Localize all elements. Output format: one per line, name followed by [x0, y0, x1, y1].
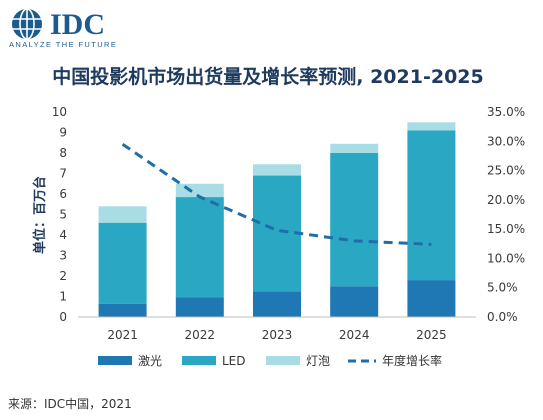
y2-tick-label: 35.0% — [487, 105, 525, 119]
globe-icon — [12, 8, 42, 40]
bar-segment-灯泡 — [407, 122, 456, 131]
x-tick-label: 2024 — [339, 328, 370, 342]
y-tick-label: 8 — [59, 146, 67, 160]
y2-tick-label: 30.0% — [487, 134, 525, 148]
y2-tick-label: 0.0% — [487, 310, 518, 324]
bar-segment-激光 — [330, 286, 379, 317]
legend-label: 激光 — [138, 354, 162, 368]
y-tick-label: 5 — [59, 208, 67, 222]
source-note: 来源：IDC中国，2021 — [8, 396, 132, 411]
x-tick-label: 2022 — [185, 328, 216, 342]
bar-segment-灯泡 — [253, 164, 301, 176]
y2-tick-label: 10.0% — [487, 251, 525, 265]
growth-rate-line — [121, 142, 432, 246]
plot-area: 0 1 2 3 4 5 6 7 8 9 10 0.0% 5.0% 10.0% 15.0% 20.0% 25.0%… — [52, 105, 525, 342]
y-tick-label: 0 — [59, 310, 67, 324]
logo-brand: IDC — [50, 8, 105, 41]
bar-segment-激光 — [407, 280, 456, 317]
legend-label: 灯泡 — [306, 354, 330, 368]
y2-tick-label: 5.0% — [487, 281, 518, 295]
bar-segment-激光 — [253, 291, 301, 317]
legend-swatch — [266, 356, 300, 365]
y2-tick-label: 20.0% — [487, 193, 525, 207]
x-tick-label: 2021 — [107, 328, 138, 342]
y-tick-label: 3 — [59, 249, 67, 263]
legend-label: 年度增长率 — [382, 353, 442, 368]
y-tick-label: 1 — [59, 290, 67, 304]
legend-label: LED — [222, 354, 246, 368]
idc-logo: IDC ANALYZE THE FUTURE — [9, 8, 117, 49]
legend-swatch — [182, 356, 216, 365]
legend: 激光 LED 灯泡 年度增长率 — [98, 353, 442, 368]
y-tick-label: 6 — [59, 187, 67, 201]
x-tick-label: 2023 — [262, 328, 293, 342]
bar-segment-LED — [330, 153, 379, 287]
bar-segment-LED — [407, 130, 456, 281]
y-tick-label: 9 — [59, 126, 67, 140]
y-tick-label: 7 — [59, 167, 67, 181]
bar-segment-LED — [253, 175, 301, 292]
bar-segment-激光 — [98, 303, 147, 317]
legend-swatch — [98, 356, 132, 365]
bar-segment-灯泡 — [330, 143, 379, 153]
chart-title: 中国投影机市场出货量及增长率预测, 2021-2025 — [52, 65, 483, 88]
y2-tick-label: 15.0% — [487, 222, 525, 236]
bar-segment-灯泡 — [98, 206, 147, 223]
bar-segment-灯泡 — [175, 183, 224, 198]
bar-segment-激光 — [175, 297, 224, 317]
bar-segment-LED — [175, 197, 224, 298]
logo-tagline: ANALYZE THE FUTURE — [9, 40, 117, 49]
x-tick-label: 2025 — [416, 328, 447, 342]
bar-segment-LED — [98, 222, 147, 304]
y-tick-label: 4 — [59, 228, 67, 242]
y-axis-label: 单位：百万台 — [32, 176, 48, 254]
y-tick-label: 2 — [59, 269, 67, 283]
y2-tick-label: 25.0% — [487, 164, 525, 178]
y-tick-label: 10 — [52, 105, 67, 119]
